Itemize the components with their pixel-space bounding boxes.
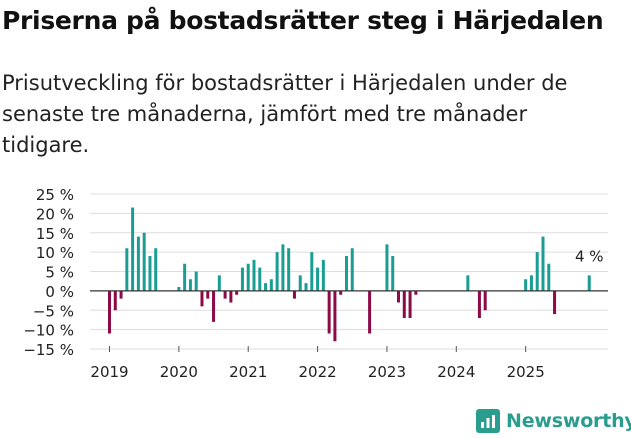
bar (258, 267, 262, 291)
bar (541, 236, 545, 291)
bar (223, 290, 227, 299)
y-tick-label: 20 % (36, 205, 74, 223)
bars (90, 207, 608, 342)
bar (113, 290, 117, 311)
bar (391, 256, 395, 291)
bar (397, 290, 400, 303)
bar (414, 290, 418, 295)
y-tick-label: 15 % (36, 225, 74, 243)
bar (316, 267, 320, 291)
bar (119, 290, 123, 299)
bar (217, 275, 221, 291)
bar (194, 271, 198, 291)
bar (246, 263, 250, 291)
x-tick-label: 2019 (90, 363, 128, 381)
bar (402, 290, 406, 318)
bar (310, 252, 314, 291)
brand-name: Newsworthy (506, 410, 631, 432)
newsworthy-logo-icon (476, 409, 500, 433)
bar (524, 279, 528, 291)
annotations: 4 % (575, 247, 604, 265)
bar (287, 248, 291, 291)
y-tick-label: 5 % (45, 264, 74, 282)
annotation-label: 4 % (575, 247, 604, 265)
brand-logo: Newsworthy (476, 409, 631, 433)
bar (269, 279, 273, 291)
bar (235, 290, 239, 295)
y-tick-label: −5 % (33, 302, 74, 320)
bar (304, 283, 308, 291)
bar (529, 275, 533, 291)
bar (408, 290, 412, 318)
x-tick-label: 2020 (160, 363, 198, 381)
bar (587, 275, 591, 291)
x-tick-label: 2025 (507, 363, 545, 381)
bar (183, 263, 187, 291)
bar (142, 232, 146, 291)
grid-lines (90, 193, 608, 350)
bar (483, 290, 487, 311)
chart-title: Priserna på bostadsrätter steg i Härjeda… (2, 6, 604, 35)
chart-subtitle: Prisutveckling för bostadsrätter i Härje… (2, 71, 568, 157)
bar (240, 267, 244, 291)
bar (350, 248, 354, 291)
bar (264, 283, 268, 291)
x-tick-label: 2024 (437, 363, 475, 381)
bar (535, 252, 539, 291)
bar (154, 248, 158, 291)
bar (252, 259, 256, 291)
bar (148, 256, 152, 291)
bar (547, 263, 551, 291)
x-axis: 2019 2020 2021 2022 2023 2024 2025 (90, 346, 545, 381)
bar (368, 290, 372, 334)
x-tick-label: 2021 (229, 363, 267, 381)
bar (477, 290, 481, 318)
y-tick-label: 25 % (36, 186, 74, 204)
bar (281, 244, 285, 291)
bar (212, 290, 216, 322)
bar (292, 290, 296, 299)
bar (466, 275, 470, 291)
bar (344, 256, 348, 291)
y-tick-label: 0 % (45, 283, 74, 301)
bar (339, 290, 343, 295)
bar (177, 287, 181, 291)
bar (333, 290, 337, 342)
x-tick-label: 2022 (298, 363, 336, 381)
y-axis: −15 %−10 % −5 %0 %5 % 10 %15 % 20 %25 % (23, 186, 74, 359)
bar (206, 290, 210, 299)
bar (553, 290, 557, 315)
bar (188, 279, 192, 291)
y-tick-label: 10 % (36, 244, 74, 262)
bar (108, 290, 111, 334)
bar (275, 252, 279, 291)
x-tick-label: 2023 (368, 363, 406, 381)
bar (385, 244, 389, 291)
bar (321, 259, 325, 291)
bar (125, 248, 129, 291)
bar (131, 207, 135, 291)
y-tick-label: −15 % (23, 341, 74, 359)
bar (327, 290, 331, 334)
bar (200, 290, 204, 307)
bar (298, 275, 302, 291)
y-tick-label: −10 % (23, 322, 74, 340)
bar (136, 236, 140, 291)
bar (229, 290, 233, 303)
